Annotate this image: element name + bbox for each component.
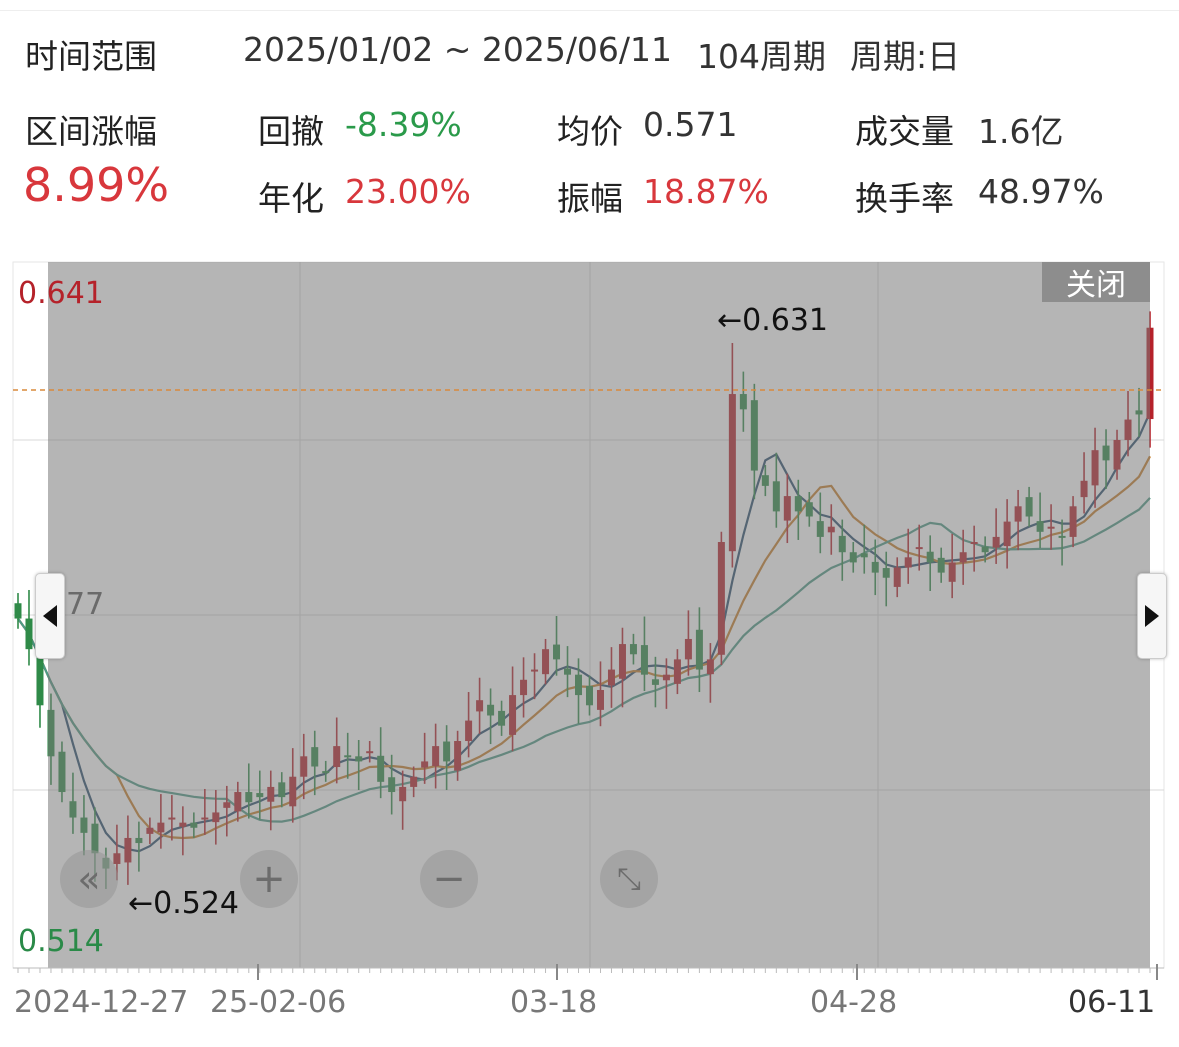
drawdown-value: -8.39% bbox=[345, 105, 462, 144]
turnover-value: 48.97% bbox=[978, 172, 1104, 211]
x-axis-ticks bbox=[13, 964, 1164, 980]
date-label-end: 06-11 bbox=[1068, 985, 1156, 1020]
mid-price-label: 77 bbox=[66, 587, 104, 622]
low-marker: ←0.524 bbox=[128, 886, 239, 921]
zoom-out-button[interactable]: − bbox=[420, 850, 478, 908]
zoom-in-button[interactable]: + bbox=[240, 850, 298, 908]
turnover-label: 换手率 bbox=[855, 179, 954, 218]
left-handle[interactable] bbox=[35, 573, 65, 659]
right-handle[interactable] bbox=[1137, 573, 1167, 659]
periods-count: 104周期 bbox=[697, 37, 826, 76]
volume-value: 1.6亿 bbox=[978, 112, 1064, 151]
avg-price-label: 均价 bbox=[557, 112, 623, 151]
date-label-mar: 03-18 bbox=[510, 985, 598, 1020]
minus-icon: − bbox=[432, 856, 466, 902]
change-value: 8.99% bbox=[23, 158, 170, 212]
y-max-label: 0.641 bbox=[18, 276, 104, 311]
high-marker: ←0.631 bbox=[717, 303, 828, 338]
change-label: 区间涨幅 bbox=[25, 112, 157, 151]
kline-chart[interactable]: 0.641 0.514 77 ←0.631 ←0.524 bbox=[0, 255, 1179, 1047]
candle-body bbox=[25, 618, 33, 650]
candle-body bbox=[36, 639, 44, 706]
rewind-button[interactable]: « bbox=[60, 850, 118, 908]
amplitude-value: 18.87% bbox=[643, 172, 769, 211]
date-label-start: 2024-12-27 bbox=[14, 985, 189, 1020]
expand-icon: ⤡ bbox=[617, 861, 641, 897]
double-chevron-left-icon: « bbox=[77, 857, 101, 901]
close-button[interactable]: 关闭 bbox=[1042, 262, 1150, 303]
plus-icon: + bbox=[252, 856, 286, 902]
range-value: 2025/01/02 ~ 2025/06/11 bbox=[243, 30, 673, 69]
selection-overlay[interactable] bbox=[48, 262, 1150, 968]
date-label-apr: 04-28 bbox=[810, 985, 898, 1020]
range-label: 时间范围 bbox=[25, 37, 157, 76]
amplitude-label: 振幅 bbox=[557, 179, 623, 218]
date-label-feb: 25-02-06 bbox=[210, 985, 347, 1020]
annual-value: 23.00% bbox=[345, 172, 471, 211]
y-min-label: 0.514 bbox=[18, 924, 104, 959]
top-divider bbox=[0, 10, 1179, 11]
cycle-value: 周期:日 bbox=[850, 37, 961, 76]
triangle-right-icon bbox=[1145, 605, 1159, 627]
avg-price-value: 0.571 bbox=[643, 105, 738, 144]
volume-label: 成交量 bbox=[855, 112, 954, 151]
annual-label: 年化 bbox=[258, 179, 324, 218]
candle-body bbox=[14, 603, 22, 619]
drawdown-label: 回撤 bbox=[258, 112, 324, 151]
triangle-left-icon bbox=[43, 605, 57, 627]
expand-button[interactable]: ⤡ bbox=[600, 850, 658, 908]
